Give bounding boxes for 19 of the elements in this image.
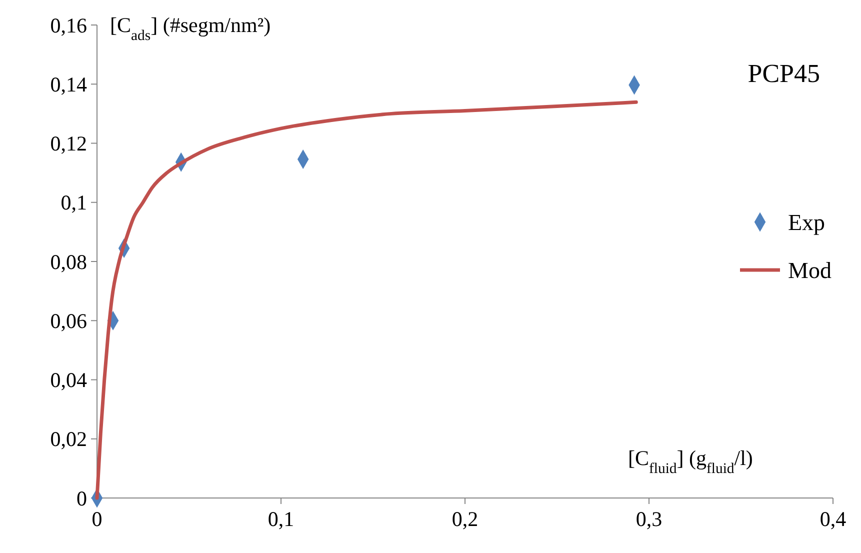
y-tick-label: 0 xyxy=(76,486,87,510)
y-tick-label: 0,06 xyxy=(50,308,87,333)
y-tick-label: 0,02 xyxy=(50,427,87,452)
x-axis-title: [C$_{fluid}$] (g$_{fluid}$/l) xyxy=(628,446,753,477)
y-tick-label: 0,08 xyxy=(50,250,87,274)
y-tick-label: 0,1 xyxy=(60,190,87,215)
x-tick-label: 0 xyxy=(92,507,102,531)
text: PCP45 xyxy=(748,59,820,88)
y-tick-label: 0,12 xyxy=(50,132,87,156)
legend-label: Exp xyxy=(788,210,826,236)
y-tick-label: 0,16 xyxy=(50,13,87,38)
y-axis-title: [C$_{ads}$] (#segm/nm²) xyxy=(110,13,271,44)
x-tick-label: 0,2 xyxy=(452,507,478,531)
x-tick-label: 0,1 xyxy=(268,507,294,531)
y-tick-label: 0,14 xyxy=(50,72,88,96)
x-tick-label: 0,3 xyxy=(636,507,662,531)
legend-label: Mod xyxy=(788,258,832,284)
x-tick-label: 0,4 xyxy=(820,507,847,531)
y-tick-label: 0,04 xyxy=(50,368,88,392)
